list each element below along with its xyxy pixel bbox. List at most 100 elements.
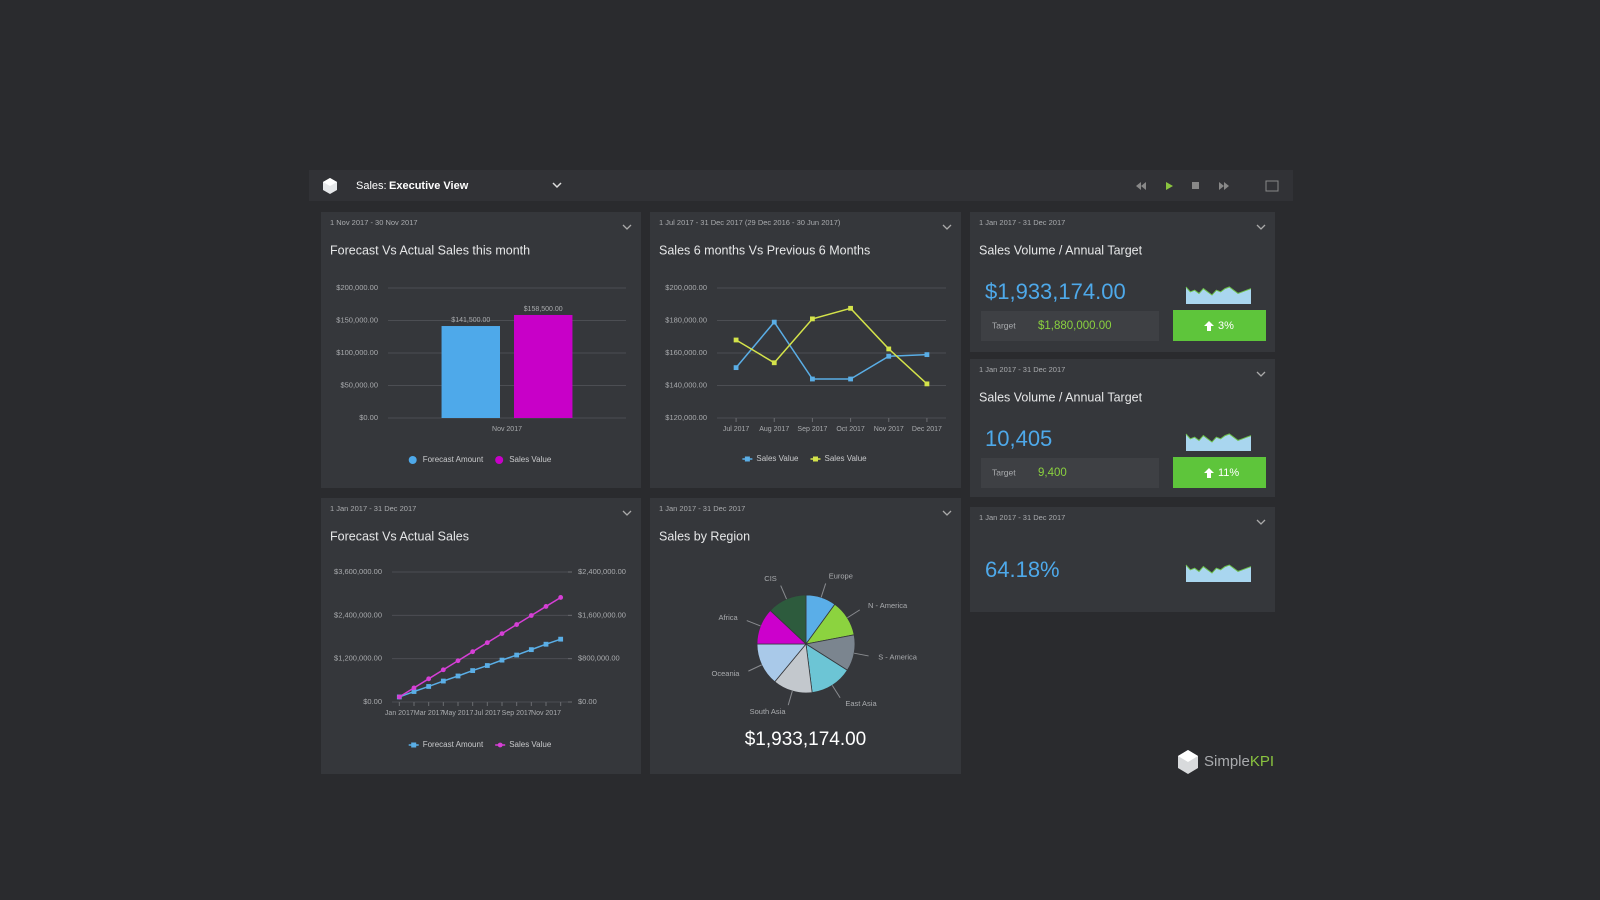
point bbox=[528, 647, 534, 653]
point bbox=[514, 622, 520, 627]
series-line bbox=[398, 596, 562, 698]
point bbox=[558, 636, 564, 642]
y-tick-label: $100,000.00 bbox=[336, 348, 378, 357]
point bbox=[484, 640, 490, 646]
y-tick-label: $50,000.00 bbox=[340, 380, 378, 389]
leader-line bbox=[780, 585, 787, 600]
target-box bbox=[981, 458, 1159, 488]
leader-line bbox=[746, 620, 761, 627]
leader-line bbox=[831, 685, 841, 699]
leader-line bbox=[854, 652, 869, 657]
y-tick-label: $2,400,000.00 bbox=[334, 610, 382, 619]
fullscreen-button[interactable] bbox=[1265, 180, 1279, 192]
series-line bbox=[735, 307, 928, 385]
point bbox=[543, 604, 549, 609]
legend-marker bbox=[813, 456, 818, 462]
y2-tick-label: $1,600,000.00 bbox=[578, 610, 626, 619]
legend-marker bbox=[744, 456, 750, 462]
legend-label: Sales Value bbox=[509, 740, 552, 749]
legend-label: Sales Value bbox=[509, 455, 552, 464]
target-box bbox=[981, 311, 1159, 341]
change-badge bbox=[1173, 310, 1266, 341]
value-label: $158,500.00 bbox=[524, 306, 563, 313]
date-range: 1 Jan 2017 - 31 Dec 2017 bbox=[330, 504, 416, 513]
panel bbox=[650, 212, 961, 488]
date-range: 1 Jan 2017 - 31 Dec 2017 bbox=[979, 218, 1065, 227]
x-tick-label: Jul 2017 bbox=[474, 710, 501, 717]
panel-menu[interactable] bbox=[942, 510, 952, 516]
date-range: 1 Jan 2017 - 31 Dec 2017 bbox=[979, 513, 1065, 522]
date-range: 1 Jul 2017 - 31 Dec 2017 (29 Dec 2016 - … bbox=[659, 218, 841, 227]
slice-label: Africa bbox=[718, 613, 738, 622]
x-tick-label: Oct 2017 bbox=[836, 426, 865, 433]
kpi-value: 64.18% bbox=[985, 557, 1060, 582]
x-tick-label: May 2017 bbox=[443, 710, 474, 717]
panel-menu[interactable] bbox=[942, 224, 952, 230]
slice-label: East Asia bbox=[845, 699, 877, 708]
legend-marker bbox=[497, 742, 503, 748]
point bbox=[499, 657, 505, 663]
point bbox=[886, 346, 892, 352]
point bbox=[455, 673, 461, 679]
target-label: Target bbox=[992, 320, 1016, 330]
panel-menu[interactable] bbox=[1256, 371, 1266, 377]
play-button[interactable] bbox=[1166, 182, 1173, 190]
bar bbox=[514, 314, 573, 418]
point bbox=[514, 652, 520, 658]
series-line bbox=[735, 320, 927, 380]
slice-label: Oceania bbox=[712, 669, 741, 678]
series-line bbox=[399, 638, 561, 698]
x-tick-label: Nov 2017 bbox=[492, 426, 522, 433]
slice-label: S - America bbox=[878, 652, 918, 661]
panel-title: Sales by Region bbox=[659, 529, 750, 543]
point bbox=[411, 685, 417, 691]
y2-tick-label: $0.00 bbox=[578, 697, 597, 706]
y-tick-label: $180,000.00 bbox=[665, 315, 707, 324]
x-tick-label: Aug 2017 bbox=[759, 426, 789, 433]
point bbox=[411, 689, 417, 694]
point bbox=[528, 613, 534, 618]
view-dropdown[interactable] bbox=[552, 182, 562, 189]
panel-menu[interactable] bbox=[622, 224, 632, 230]
view-name[interactable]: Executive View bbox=[389, 180, 469, 192]
target-label: Target bbox=[992, 467, 1016, 477]
leader-line bbox=[787, 690, 793, 706]
rewind-button[interactable] bbox=[1136, 182, 1146, 190]
x-tick-label: Jul 2017 bbox=[723, 426, 750, 433]
forward-button[interactable] bbox=[1219, 182, 1229, 190]
legend-marker bbox=[411, 742, 417, 748]
y-tick-label: $120,000.00 bbox=[665, 413, 707, 422]
total-value: $1,933,174.00 bbox=[745, 729, 867, 750]
point bbox=[558, 595, 564, 600]
point bbox=[810, 316, 815, 322]
brand-name: SimpleKPI bbox=[1204, 753, 1274, 770]
y-tick-label: $0.00 bbox=[363, 697, 382, 706]
y-tick-label: $140,000.00 bbox=[665, 380, 707, 389]
panel-menu[interactable] bbox=[1256, 224, 1266, 230]
legend-label: Sales Value bbox=[825, 454, 868, 463]
legend-marker bbox=[495, 456, 504, 464]
toolbar bbox=[309, 170, 1293, 201]
date-range: 1 Jan 2017 - 31 Dec 2017 bbox=[659, 504, 745, 513]
stop-button[interactable] bbox=[1192, 182, 1199, 189]
point bbox=[733, 337, 739, 343]
legend-label: Forecast Amount bbox=[423, 740, 484, 749]
kpi-value: 10,405 bbox=[985, 426, 1052, 451]
panel-title: Forecast Vs Actual Sales this month bbox=[330, 243, 530, 257]
point bbox=[470, 649, 476, 655]
panel-menu[interactable] bbox=[1256, 519, 1266, 525]
panel-menu[interactable] bbox=[622, 510, 632, 516]
panel bbox=[321, 498, 641, 774]
x-tick-label: Sep 2017 bbox=[797, 426, 827, 433]
panel-title: Sales Volume / Annual Target bbox=[979, 390, 1143, 404]
point bbox=[455, 658, 461, 664]
leader-line bbox=[748, 664, 762, 672]
y-tick-label: $200,000.00 bbox=[665, 283, 707, 292]
leader-line bbox=[847, 609, 861, 619]
point bbox=[924, 381, 930, 387]
up-arrow bbox=[1204, 468, 1214, 478]
y-tick-label: $160,000.00 bbox=[665, 348, 707, 357]
slice-label: South Asia bbox=[750, 707, 787, 716]
point bbox=[543, 641, 549, 647]
up-arrow bbox=[1204, 321, 1214, 331]
